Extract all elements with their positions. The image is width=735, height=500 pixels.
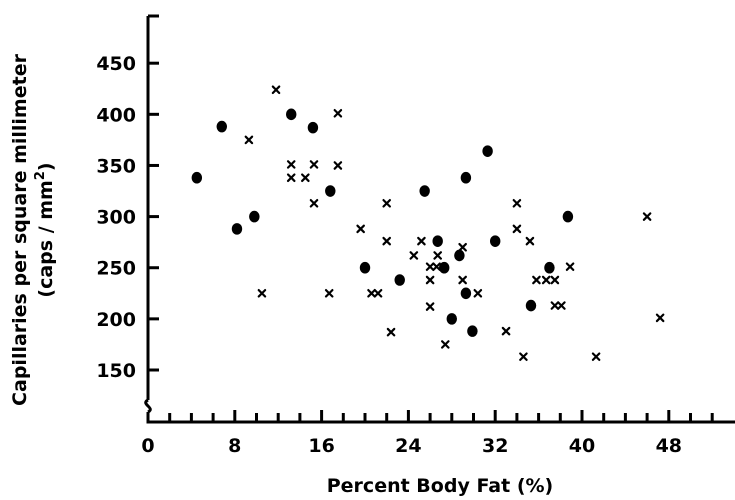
data-point-x: [324, 288, 334, 298]
y-axis-title-close: ): [35, 162, 57, 171]
data-point-x: [432, 262, 441, 272]
data-point-circle: [307, 121, 319, 134]
data-point-x: [512, 198, 522, 208]
x-tick-label: 0: [141, 435, 154, 457]
data-point-x: [440, 340, 450, 349]
data-point-x: [382, 198, 391, 208]
data-point-x: [409, 251, 419, 260]
data-point-circle: [394, 274, 405, 286]
data-point-x: [473, 288, 483, 298]
data-point-x: [565, 262, 575, 272]
data-point-x: [386, 327, 396, 337]
data-point-x: [244, 135, 254, 145]
data-point-circle: [249, 210, 260, 223]
data-point-x: [309, 160, 319, 169]
x-tick-label: 24: [395, 435, 421, 457]
data-point-circle: [460, 171, 472, 184]
data-point-circle: [432, 235, 443, 247]
data-point-circle: [191, 171, 203, 184]
data-point-x: [550, 301, 560, 310]
y-tick-label: 450: [96, 53, 136, 75]
y-axis-title-superscript: 2: [33, 171, 48, 180]
data-point-x: [425, 262, 435, 272]
y-tick-label: 400: [96, 104, 136, 126]
x-axis-ticks: 0 8 16 24 32 40 48: [141, 410, 714, 457]
data-point-circle: [286, 108, 297, 121]
data-point-x: [309, 198, 319, 208]
x-axis-title: Percent Body Fat (%): [327, 475, 553, 497]
plot-area: [191, 85, 665, 362]
y-axis-title-line1: Capillaries per square millimeter: [9, 53, 31, 406]
data-point-circle: [544, 261, 555, 274]
data-point-x: [417, 236, 426, 246]
data-point-x: [591, 352, 601, 362]
y-axis-ticks: 150 200 250 300 350 400 450: [96, 14, 159, 382]
data-point-circle: [525, 299, 537, 312]
x-tick-label: 40: [569, 435, 595, 457]
data-point-x: [333, 109, 343, 118]
data-point-x: [257, 288, 267, 298]
data-point-x: [501, 326, 511, 336]
data-point-x: [382, 236, 391, 246]
x-tick-label: 32: [482, 435, 508, 457]
data-point-x: [333, 161, 343, 170]
data-point-x: [458, 275, 467, 285]
data-point-circle: [446, 313, 457, 325]
y-tick-label: 250: [96, 258, 136, 280]
data-point-x: [367, 288, 376, 298]
data-point-x: [557, 301, 566, 310]
y-axis-break: [144, 398, 152, 414]
data-point-circle: [325, 185, 336, 197]
axes: 150 200 250 300 350 400 450 0 8 16 24 32 40 48: [96, 14, 735, 457]
data-point-x: [286, 173, 296, 183]
data-point-x: [373, 288, 383, 298]
x-tick-label: 48: [656, 435, 682, 457]
data-point-x: [525, 236, 535, 246]
data-point-x: [541, 275, 551, 285]
data-point-x: [356, 224, 365, 234]
data-point-circle: [216, 120, 227, 133]
data-point-x: [642, 212, 652, 221]
y-tick-label: 300: [96, 207, 136, 229]
data-points: [191, 85, 665, 362]
data-point-x: [425, 302, 435, 311]
data-point-x: [271, 85, 281, 95]
data-point-circle: [490, 235, 501, 247]
data-point-circle: [359, 261, 371, 274]
data-point-x: [519, 352, 528, 362]
data-point-circle: [467, 325, 478, 337]
data-point-x: [433, 251, 442, 260]
data-point-circle: [439, 261, 450, 274]
data-point-x: [655, 313, 665, 323]
data-point-circle: [460, 287, 472, 300]
data-point-circle: [562, 210, 574, 223]
data-point-x: [301, 173, 310, 183]
data-point-x: [286, 160, 296, 169]
data-point-circle: [231, 223, 243, 235]
x-tick-label: 16: [308, 435, 334, 457]
y-tick-label: 350: [96, 155, 136, 177]
data-point-x: [425, 275, 435, 285]
data-point-circle: [454, 249, 465, 262]
data-point-x: [532, 275, 541, 285]
y-tick-label: 150: [96, 360, 136, 382]
data-point-circle: [419, 185, 430, 197]
y-axis-title-line2: (caps / mm2): [33, 162, 57, 297]
y-tick-label: 200: [96, 309, 136, 331]
data-point-x: [458, 242, 467, 252]
data-point-x: [512, 224, 522, 234]
data-point-x: [550, 275, 560, 285]
data-point-circle: [482, 145, 493, 157]
x-tick-label: 8: [228, 435, 241, 457]
y-axis-title-unit: (caps / mm: [35, 180, 57, 297]
y-axis-title: Capillaries per square millimeter (caps …: [9, 53, 57, 406]
